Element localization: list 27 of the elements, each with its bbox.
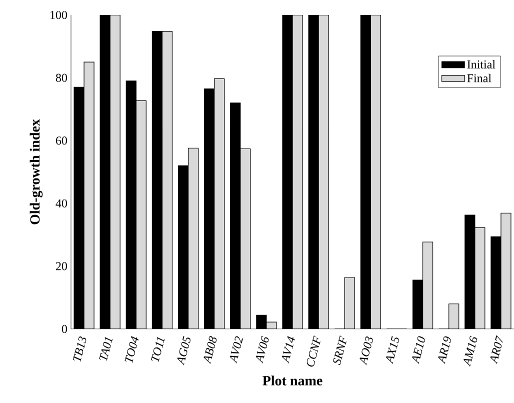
x-tick-label: AV06 [256, 336, 269, 364]
x-tick-label: AX15 [386, 336, 399, 364]
x-tick-label: CCNF [306, 336, 320, 367]
y-axis-title: Old-growth index [30, 119, 43, 224]
x-tick-label: AO03 [360, 336, 373, 366]
x-tick-label: AR07 [490, 335, 503, 364]
y-tick-label: 60 [56, 136, 68, 145]
x-tick-label: TO11 [150, 337, 165, 362]
y-tick-label: 0 [62, 324, 68, 334]
x-tick-label: AR19 [438, 336, 451, 364]
y-tick-label: 80 [56, 74, 68, 82]
y-tick-label: 40 [56, 199, 68, 208]
legend-label: Initial [467, 60, 496, 68]
y-tick-label: 100 [50, 10, 68, 20]
x-tick-label: SRNF [333, 336, 346, 366]
legend-label: Final [467, 74, 492, 82]
x-tick-label: TO04 [124, 336, 139, 363]
x-tick-label: AV14 [282, 336, 295, 364]
y-tick-label: 20 [56, 262, 68, 270]
x-axis-title: Plot name [262, 376, 322, 386]
x-tick-label: AB08 [204, 336, 217, 364]
x-tick-label: AM16 [464, 336, 478, 367]
x-tick-label: AE10 [412, 336, 425, 364]
x-tick-label: AV02 [230, 336, 243, 364]
x-tick-label: AG05 [177, 336, 190, 366]
x-tick-label: TA01 [99, 337, 113, 361]
x-tick-label: TB13 [72, 336, 86, 362]
